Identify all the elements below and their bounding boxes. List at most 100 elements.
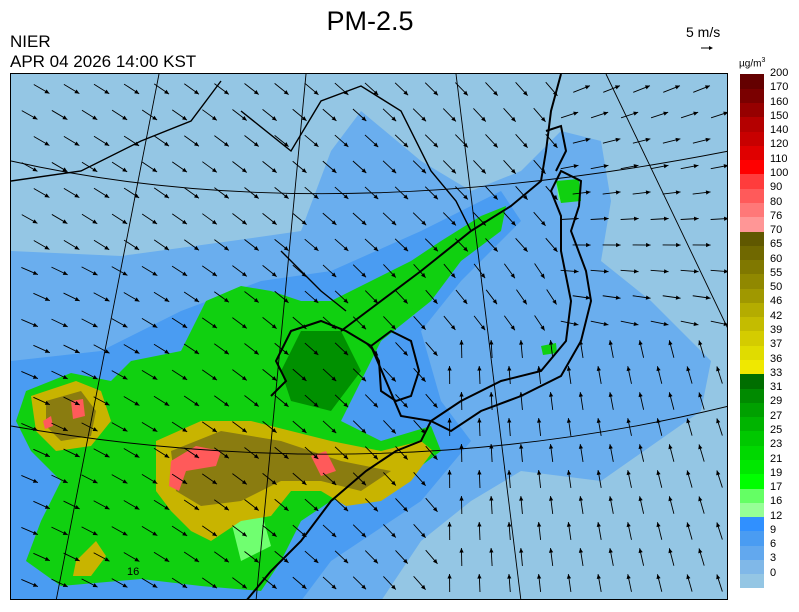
wind-arrowhead <box>704 85 710 90</box>
wind-arrowhead <box>510 325 515 331</box>
wind-arrowhead <box>253 454 259 459</box>
wind-arrowhead <box>459 340 464 345</box>
wind-arrowhead <box>361 376 367 382</box>
wind-arrowhead <box>283 506 289 511</box>
wind-arrowhead <box>134 89 140 94</box>
wind-arrowhead <box>313 350 319 355</box>
wind-arrowhead <box>481 220 486 226</box>
wind-arrowhead <box>301 116 307 121</box>
wind-arrowhead <box>241 583 247 589</box>
legend-label: 76 <box>770 209 783 222</box>
wind-arrowhead <box>122 219 128 224</box>
wind-arrowhead <box>391 428 396 434</box>
wind-arrowhead <box>477 366 482 371</box>
wind-arrowhead <box>241 427 247 433</box>
wind-arrowhead <box>493 90 498 96</box>
wind-arrowhead <box>283 246 289 251</box>
wind-arrowhead <box>391 376 396 382</box>
wind-arrowhead <box>92 271 98 276</box>
wind-arrowhead <box>493 194 498 200</box>
legend-label: 39 <box>770 324 783 336</box>
wind-arrowhead <box>224 349 229 355</box>
wind-arrowhead <box>74 297 80 301</box>
wind-arrowhead <box>552 247 558 252</box>
wind-arrowhead <box>373 350 378 356</box>
wind-arrowhead <box>343 350 349 356</box>
sakhalin-coast <box>545 124 568 172</box>
wind-arrowhead <box>686 522 691 528</box>
wind-arrowhead <box>492 299 498 305</box>
wind-arrowhead <box>194 89 199 95</box>
wind-arrowhead <box>540 116 546 122</box>
wind-arrowhead <box>644 85 650 90</box>
wind-arrowhead <box>271 324 277 329</box>
wind-arrowhead <box>313 142 319 147</box>
wind-arrowhead <box>134 453 140 458</box>
legend-swatch <box>740 545 764 560</box>
longitude-line <box>55 74 160 599</box>
good-green-region <box>16 206 506 591</box>
chart-title: PM-2.5 <box>326 6 414 36</box>
wind-arrowhead <box>626 522 631 528</box>
wind-arrowhead <box>134 193 140 198</box>
good-green-islands <box>396 179 581 355</box>
wind-arrowhead <box>603 216 609 221</box>
wind-arrowhead <box>459 496 464 501</box>
wind-arrowhead <box>301 532 307 537</box>
wind-arrowhead <box>164 505 170 510</box>
wind-arrowhead <box>271 116 277 121</box>
wind-arrowhead <box>134 297 140 302</box>
legend-label: 12 <box>770 509 783 522</box>
wind-arrowhead <box>122 323 128 328</box>
wind-arrowhead <box>194 245 199 251</box>
wind-arrowhead <box>537 470 542 475</box>
wind-arrowhead <box>152 115 158 121</box>
wind-arrowhead <box>373 194 379 200</box>
wind-arrowhead <box>301 324 307 329</box>
wind-arrowhead <box>313 454 319 459</box>
wind-arrowhead <box>223 141 229 147</box>
wind-arrowhead <box>421 168 427 174</box>
wind-arrowhead <box>301 272 307 277</box>
wind-arrowhead <box>331 168 337 173</box>
wind-arrowhead <box>477 418 482 423</box>
wind-arrowhead <box>537 418 542 423</box>
wind-arrowhead <box>32 167 38 172</box>
wind-arrowhead <box>241 375 247 381</box>
wind-arrowhead <box>432 298 438 304</box>
wind-arrowhead <box>633 111 639 116</box>
wind-arrowhead <box>537 522 542 527</box>
wind-arrowhead <box>164 141 170 147</box>
wind-arrowhead <box>507 366 512 371</box>
wind-arrowhead <box>361 532 367 538</box>
wind-arrowhead <box>301 428 307 433</box>
wind-arrowhead <box>301 168 307 173</box>
wind-arrowhead <box>459 392 464 397</box>
wind-arrowhead <box>633 164 639 169</box>
china-coast <box>246 319 433 599</box>
wind-arrowhead <box>626 574 631 580</box>
legend-label: 0 <box>770 566 777 579</box>
legend-label: 150 <box>770 109 789 122</box>
wind-arrowhead <box>74 557 80 561</box>
legend-swatch <box>740 516 764 532</box>
wind-arrowhead <box>253 298 259 303</box>
wind-arrowhead <box>212 479 217 485</box>
wind-arrowhead <box>447 470 452 475</box>
wind-arrowhead <box>361 220 367 226</box>
unit-label: µg/m3 <box>739 57 765 69</box>
wind-arrowhead <box>271 168 277 173</box>
wind-arrowhead <box>578 548 584 553</box>
wind-arrowhead <box>675 295 681 300</box>
wind-arrowhead <box>253 90 259 95</box>
legend-swatch <box>740 245 764 261</box>
wind-arrowhead <box>481 168 486 174</box>
wind-arrowhead <box>421 272 426 278</box>
wind-arrowhead <box>62 374 68 379</box>
wind-arrowhead <box>373 142 379 148</box>
wind-arrowhead <box>432 454 438 460</box>
wind-arrowhead <box>241 531 247 537</box>
wind-arrowhead <box>578 340 584 345</box>
legend-swatch <box>740 359 764 375</box>
wind-arrowhead <box>32 374 38 379</box>
